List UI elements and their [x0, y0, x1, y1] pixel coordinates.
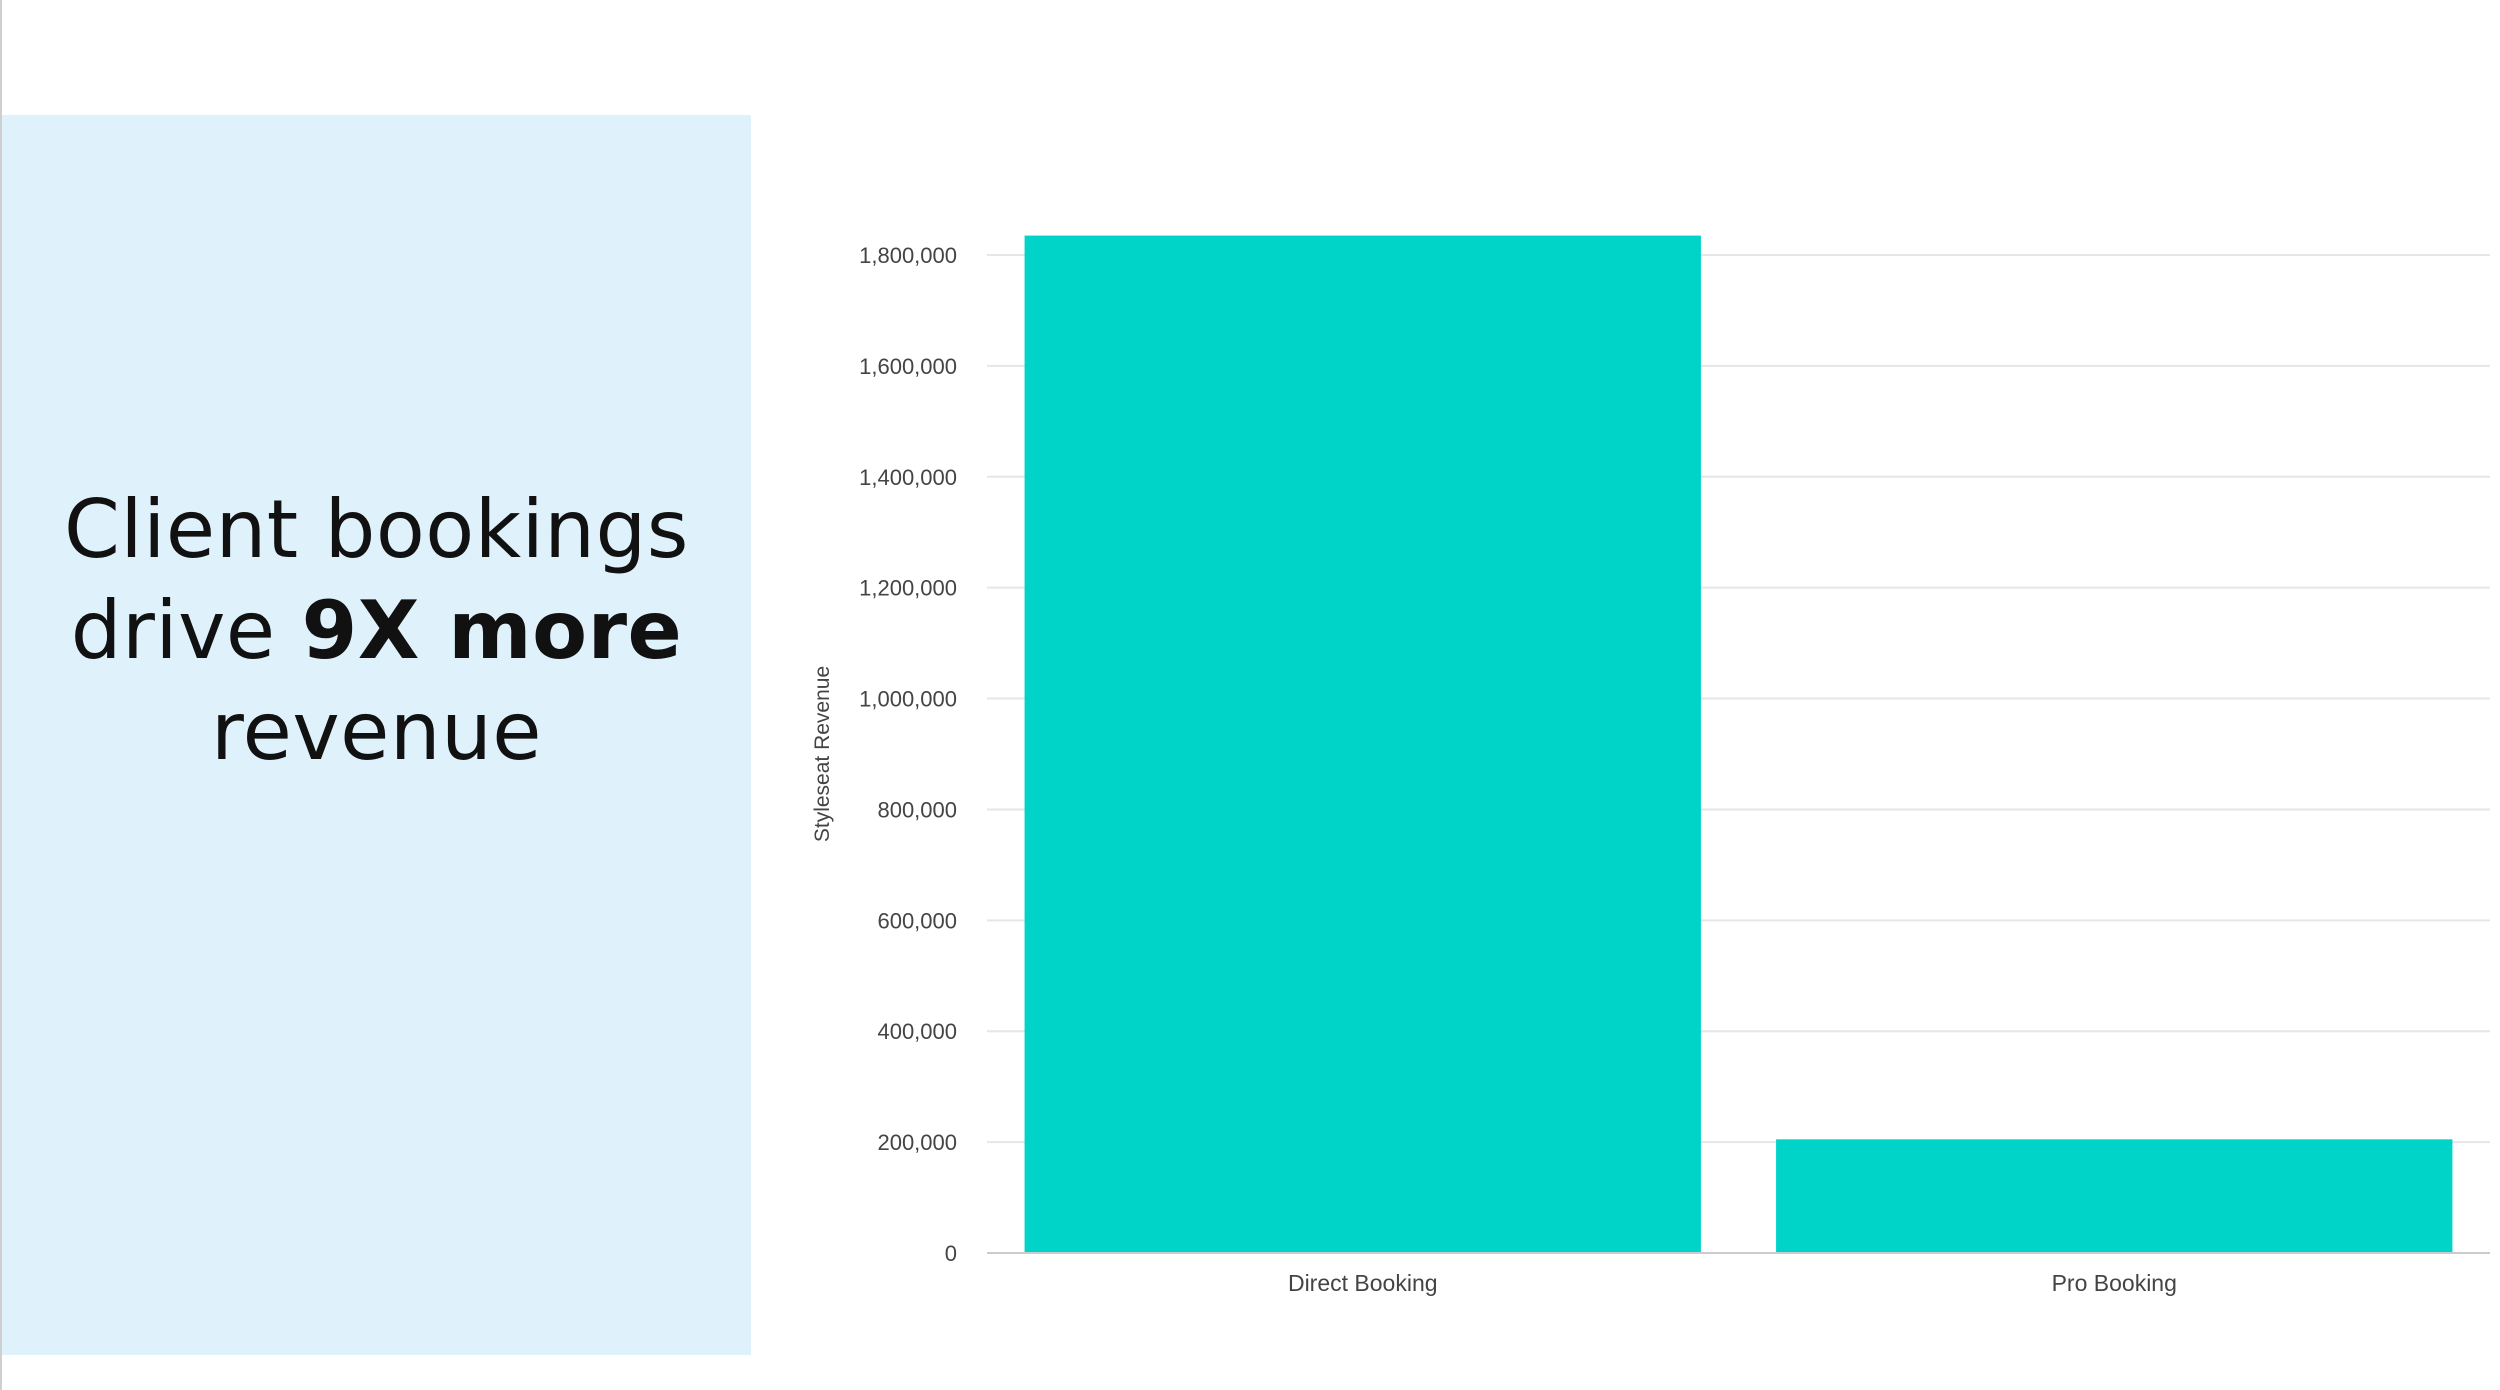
- y-tick-label: 1,200,000: [859, 576, 957, 601]
- y-tick-label: 1,400,000: [859, 465, 957, 490]
- y-tick-label: 1,800,000: [859, 243, 957, 268]
- labels: 0 200,000 400,000 600,000 800,000 1,000,000 1,…: [811, 243, 2177, 1296]
- bar-direct-booking: [1024, 235, 1701, 1253]
- y-tick-label: 1,000,000: [859, 687, 957, 712]
- slide-left-border: [0, 0, 2, 1390]
- y-tick-label: 800,000: [877, 797, 957, 822]
- y-tick-label: 600,000: [877, 908, 957, 933]
- headline-line-2: drive 9X more: [2, 580, 751, 681]
- headline-line-1: Client bookings: [64, 482, 689, 576]
- headline-panel: Client bookings drive 9X more revenue: [2, 115, 751, 1355]
- headline-emphasis: 9X more: [301, 583, 683, 677]
- headline-line-2-text: drive: [70, 583, 302, 677]
- y-tick-label: 400,000: [877, 1019, 957, 1044]
- x-category-label: Pro Booking: [2052, 1270, 2177, 1296]
- y-tick-label: 1,600,000: [859, 354, 957, 379]
- x-category-label: Direct Booking: [1288, 1270, 1438, 1296]
- bars: [1024, 235, 2453, 1253]
- y-tick-label: 0: [945, 1241, 957, 1266]
- bar-pro-booking: [1776, 1139, 2453, 1253]
- headline: Client bookings drive 9X more revenue: [2, 479, 751, 782]
- headline-line-3: revenue: [210, 684, 543, 778]
- y-axis-title: Styleseat Revenue: [811, 666, 834, 842]
- y-tick-label: 200,000: [877, 1130, 957, 1155]
